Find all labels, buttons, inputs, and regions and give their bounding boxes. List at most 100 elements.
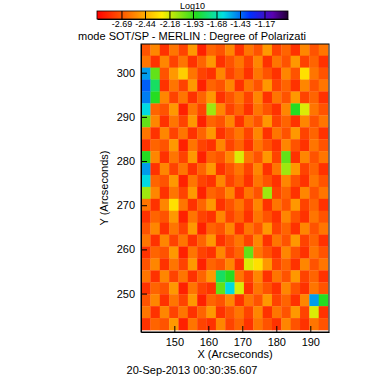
heatmap-cell bbox=[160, 80, 170, 92]
heatmap-cell bbox=[197, 151, 207, 163]
heatmap-cell bbox=[141, 127, 151, 139]
heatmap-cell bbox=[309, 247, 319, 259]
heatmap-cell bbox=[197, 211, 207, 223]
colorbar-tick-mark bbox=[121, 11, 122, 19]
heatmap-cell bbox=[169, 68, 179, 80]
heatmap-cell bbox=[150, 282, 160, 294]
heatmap-cell bbox=[197, 258, 207, 270]
heatmap-cell bbox=[281, 139, 291, 151]
heatmap-cell bbox=[169, 187, 179, 199]
heatmap-cell bbox=[281, 115, 291, 127]
heatmap-cell bbox=[309, 211, 319, 223]
heatmap-cell bbox=[188, 139, 198, 151]
heatmap-cell bbox=[225, 127, 235, 139]
heatmap-cell bbox=[319, 258, 329, 270]
heatmap-cell bbox=[309, 175, 319, 187]
heatmap-cell bbox=[253, 80, 263, 92]
heatmap-cell bbox=[235, 270, 245, 282]
colorbar-tick-mark bbox=[264, 11, 265, 19]
heatmap-cell bbox=[300, 56, 310, 68]
y-tick-mark bbox=[141, 73, 147, 74]
heatmap-cell bbox=[309, 258, 319, 270]
x-tick-label: 170 bbox=[234, 336, 252, 348]
heatmap-cell bbox=[225, 306, 235, 318]
heatmap-cell bbox=[141, 318, 151, 330]
heatmap-cell bbox=[319, 115, 329, 127]
heatmap-cell bbox=[141, 151, 151, 163]
heatmap-cell bbox=[216, 151, 226, 163]
heatmap-cell bbox=[281, 91, 291, 103]
y-tick: 280 bbox=[117, 155, 147, 167]
heatmap-cell bbox=[272, 235, 282, 247]
heatmap-cell bbox=[178, 115, 188, 127]
heatmap-cell bbox=[300, 235, 310, 247]
heatmap-cell bbox=[253, 139, 263, 151]
heatmap-cell bbox=[244, 127, 254, 139]
heatmap-cell bbox=[225, 103, 235, 115]
heatmap-cell bbox=[188, 127, 198, 139]
heatmap-cell bbox=[169, 199, 179, 211]
heatmap-cell bbox=[253, 68, 263, 80]
heatmap-cell bbox=[150, 68, 160, 80]
heatmap-cell bbox=[235, 151, 245, 163]
y-axis: 250260270280290300 bbox=[117, 45, 147, 333]
heatmap-cell bbox=[178, 270, 188, 282]
heatmap-cell bbox=[169, 151, 179, 163]
heatmap-cell bbox=[291, 80, 301, 92]
heatmap-cell bbox=[160, 270, 170, 282]
heatmap-cell bbox=[253, 44, 263, 56]
heatmap-cell bbox=[225, 175, 235, 187]
heatmap-cell bbox=[235, 247, 245, 259]
x-tick-label: 190 bbox=[302, 336, 320, 348]
heatmap-cell bbox=[263, 127, 273, 139]
heatmap-cell bbox=[216, 258, 226, 270]
heatmap-cell bbox=[141, 247, 151, 259]
heatmap-cell bbox=[197, 103, 207, 115]
heatmap-cell bbox=[253, 91, 263, 103]
heatmap-cell bbox=[272, 151, 282, 163]
x-tick-mark bbox=[242, 326, 243, 332]
heatmap-cell bbox=[253, 258, 263, 270]
heatmap-cell bbox=[291, 270, 301, 282]
heatmap-cell bbox=[225, 223, 235, 235]
heatmap-cell bbox=[309, 223, 319, 235]
heatmap-cell bbox=[235, 163, 245, 175]
heatmap-cell bbox=[150, 199, 160, 211]
heatmap-cell bbox=[291, 115, 301, 127]
heatmap-cell bbox=[291, 91, 301, 103]
heatmap-cell bbox=[207, 139, 217, 151]
heatmap-cell bbox=[160, 223, 170, 235]
heatmap-cell bbox=[169, 163, 179, 175]
heatmap-cell bbox=[141, 139, 151, 151]
heatmap-cell bbox=[207, 318, 217, 330]
heatmap-cell bbox=[300, 187, 310, 199]
heatmap-cell bbox=[319, 211, 329, 223]
heatmap-cell bbox=[272, 115, 282, 127]
x-tick-mark bbox=[174, 326, 175, 332]
x-tick-label: 160 bbox=[200, 336, 218, 348]
heatmap-cell bbox=[188, 223, 198, 235]
heatmap-cell bbox=[319, 103, 329, 115]
heatmap-cell bbox=[244, 91, 254, 103]
heatmap-cell bbox=[272, 103, 282, 115]
heatmap-cell bbox=[207, 282, 217, 294]
heatmap-cell bbox=[141, 223, 151, 235]
heatmap-cell bbox=[281, 175, 291, 187]
colorbar-axis: -2.69-2.44-2.18-1.93-1.68-1.43-1.17 bbox=[98, 11, 289, 29]
heatmap-cell bbox=[319, 80, 329, 92]
heatmap-cell bbox=[188, 56, 198, 68]
heatmap-cell bbox=[253, 211, 263, 223]
heatmap-cell bbox=[178, 282, 188, 294]
heatmap-cell bbox=[188, 103, 198, 115]
heatmap-cell bbox=[160, 175, 170, 187]
heatmap-cell bbox=[188, 270, 198, 282]
heatmap-cell bbox=[141, 56, 151, 68]
heatmap-cell bbox=[291, 223, 301, 235]
heatmap-cell bbox=[225, 235, 235, 247]
heatmap bbox=[141, 44, 328, 330]
colorbar-tick: -1.93 bbox=[183, 11, 204, 29]
heatmap-cell bbox=[244, 56, 254, 68]
heatmap-cell bbox=[178, 175, 188, 187]
heatmap-cell bbox=[281, 282, 291, 294]
heatmap-cell bbox=[188, 199, 198, 211]
